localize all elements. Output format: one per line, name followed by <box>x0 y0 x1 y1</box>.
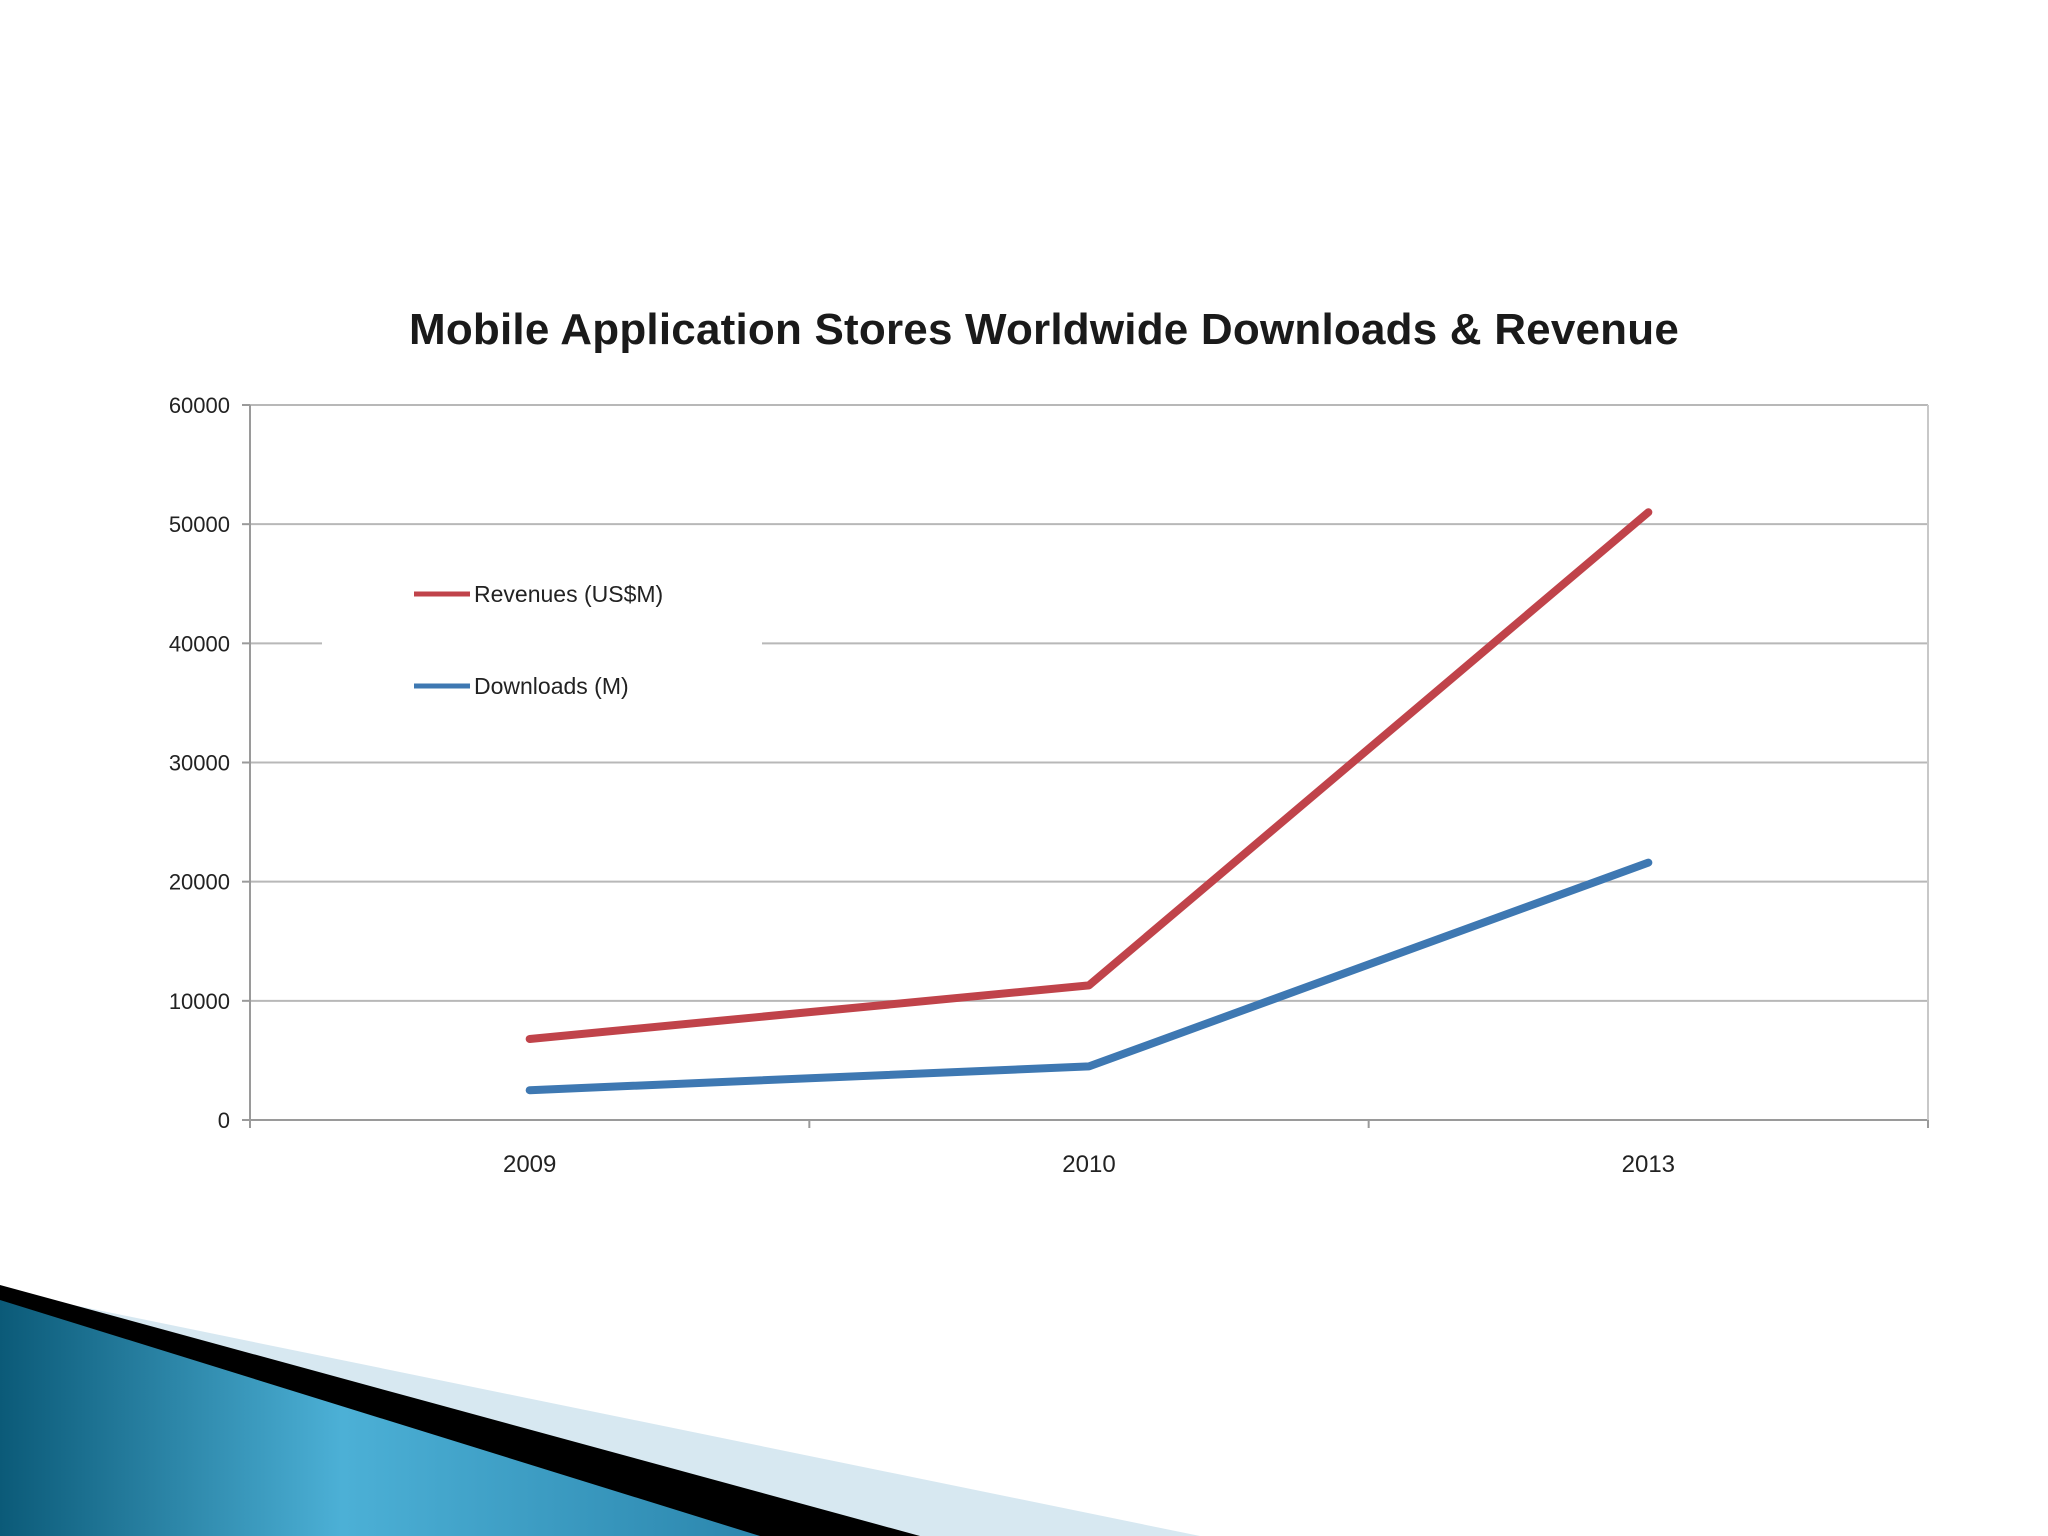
series-line <box>525 858 1653 1095</box>
y-tick-label: 40000 <box>169 631 230 656</box>
series-lines <box>525 508 1653 1095</box>
y-tick-label: 0 <box>218 1108 230 1133</box>
y-tick-label: 60000 <box>169 393 230 418</box>
gridlines <box>250 404 1928 1121</box>
x-tick-label: 2013 <box>1622 1151 1675 1178</box>
y-tick-label: 10000 <box>169 989 230 1014</box>
legend-label: Downloads (M) <box>474 673 629 699</box>
x-tick-label: 2010 <box>1062 1151 1115 1178</box>
legend: Revenues (US$M) Downloads (M) <box>322 555 762 730</box>
chart-title: Mobile Application Stores Worldwide Down… <box>408 305 1680 354</box>
axes: 0 10000 20000 30000 40000 50000 60000 2009 2010 2… <box>169 393 1929 1178</box>
y-tick-label: 20000 <box>169 870 230 895</box>
x-tick-label: 2009 <box>503 1151 556 1178</box>
teal-wedge-shape <box>0 1300 760 1536</box>
y-tick-label: 50000 <box>169 512 230 537</box>
legend-label: Revenues (US$M) <box>474 581 663 607</box>
y-tick-label: 30000 <box>169 751 230 776</box>
legend-box <box>322 555 762 730</box>
